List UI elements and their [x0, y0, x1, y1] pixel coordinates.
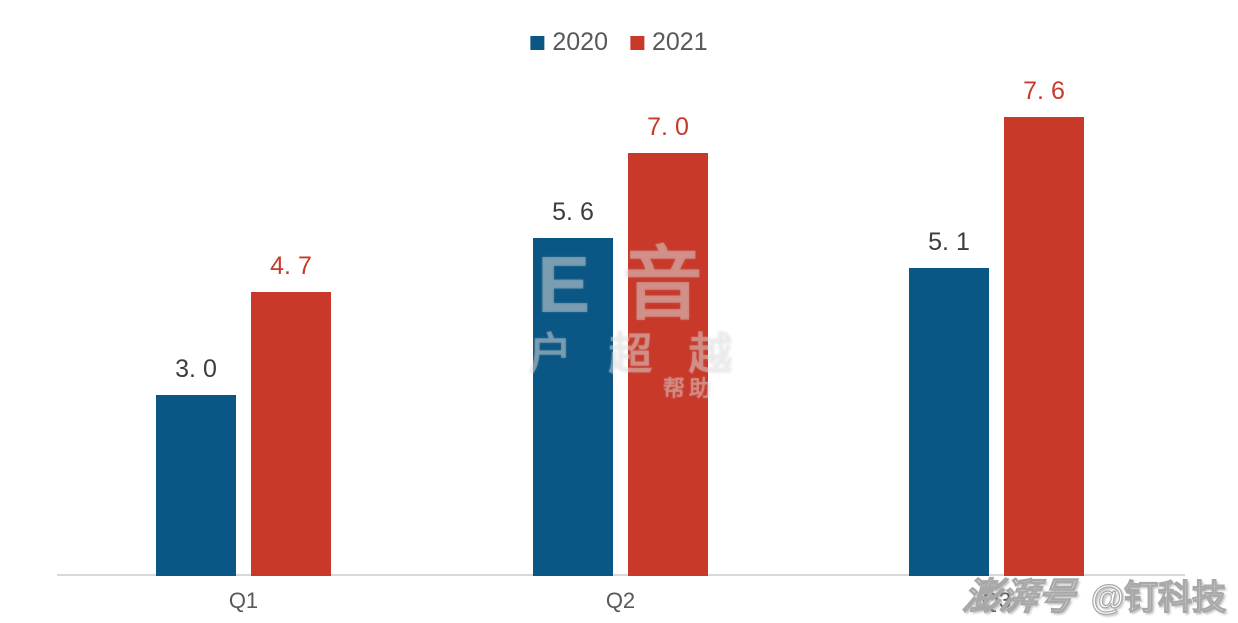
- x-axis-line: [57, 574, 1185, 576]
- legend: 2020 2021: [530, 30, 708, 55]
- legend-label-2020: 2020: [552, 28, 608, 56]
- legend-swatch-2021: [630, 35, 644, 50]
- bar-2020-q1: [156, 395, 236, 576]
- value-label-2021-q1: 4. 7: [270, 252, 312, 280]
- bar-2021-q1: [251, 292, 331, 576]
- legend-swatch-2020: [530, 35, 545, 50]
- legend-label-2021: 2021: [652, 28, 708, 56]
- legend-item-2020: 2020: [530, 30, 608, 55]
- value-label-2020-q2: 5. 6: [552, 198, 594, 226]
- legend-item-2021: 2021: [630, 30, 708, 55]
- value-label-2020-q3: 5. 1: [928, 228, 970, 256]
- bar-2020-q3: [909, 268, 989, 576]
- x-axis-label-q1: Q1: [228, 588, 259, 613]
- x-axis-label-q3: Q3: [981, 588, 1012, 613]
- bar-2021-q3: [1004, 117, 1084, 576]
- bar-2021-q2: [628, 153, 708, 576]
- bar-2020-q2: [533, 238, 613, 576]
- value-label-2021-q3: 7. 6: [1023, 77, 1065, 105]
- value-label-2021-q2: 7. 0: [647, 113, 689, 141]
- x-axis-label-q2: Q2: [605, 588, 636, 613]
- value-label-2020-q1: 3. 0: [175, 355, 217, 383]
